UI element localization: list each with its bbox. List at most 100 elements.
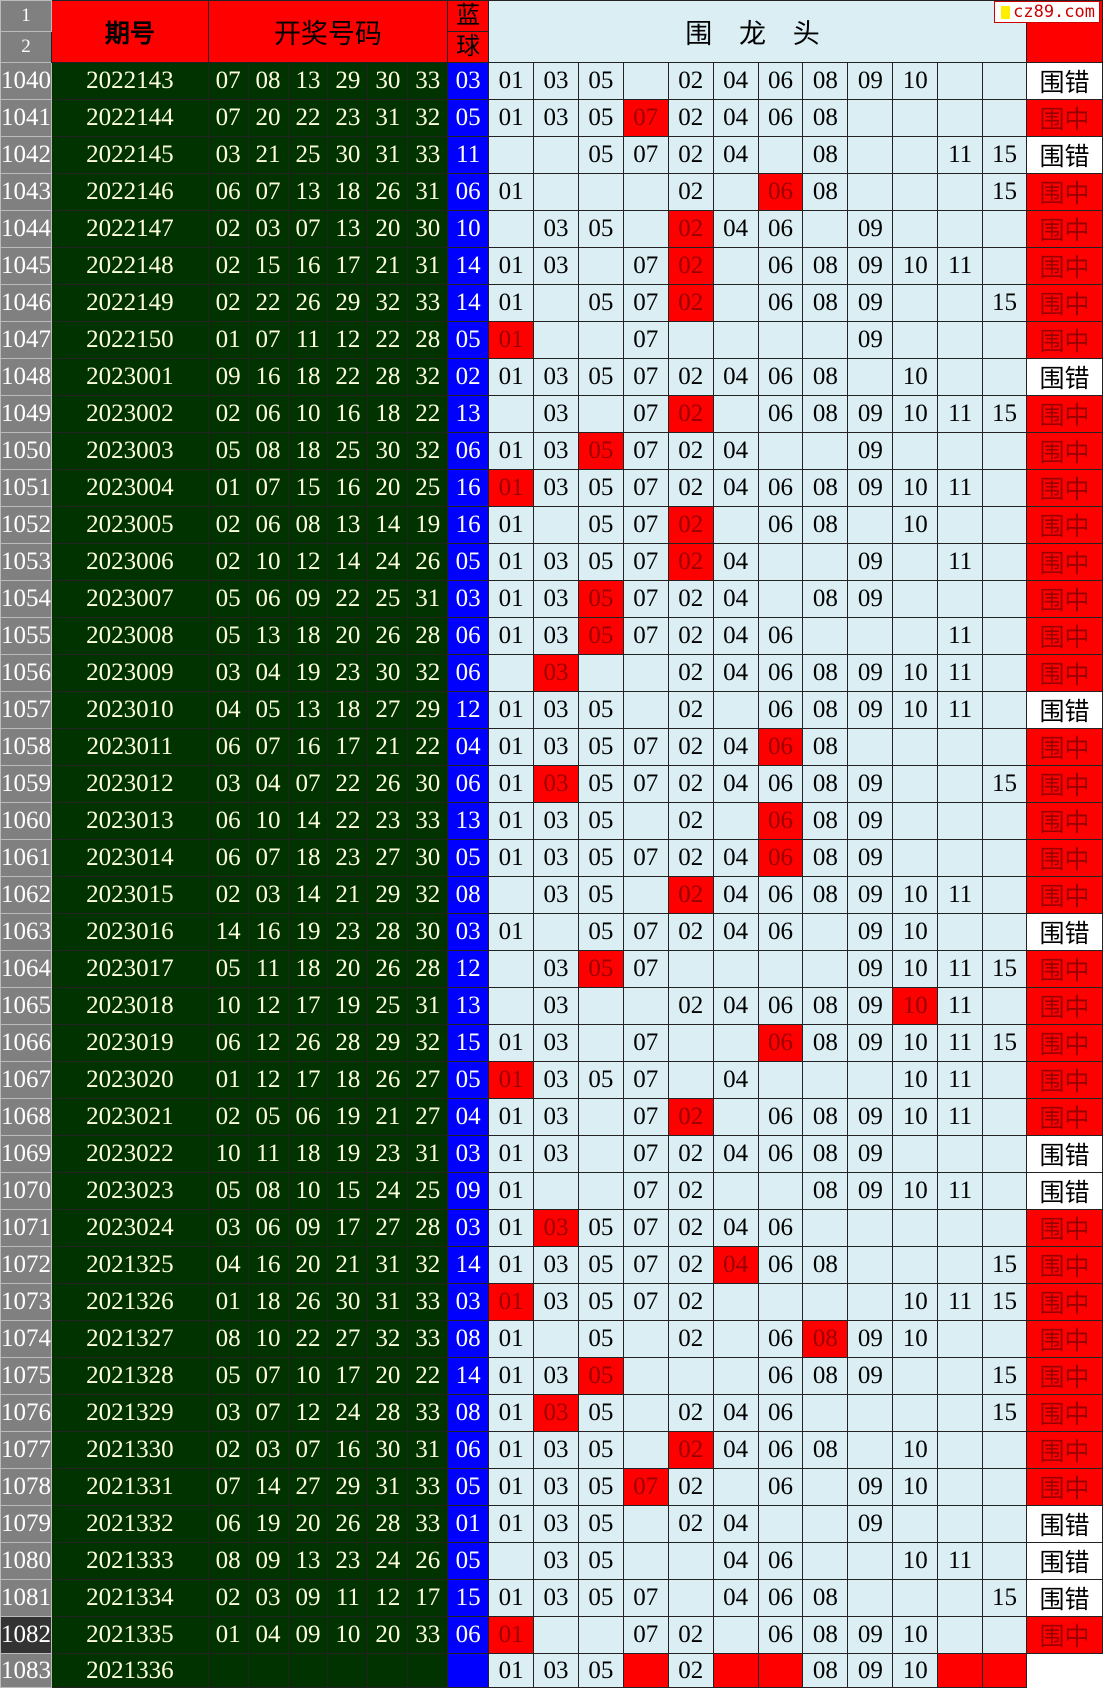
wei-cell[interactable]: 02 xyxy=(667,1616,714,1654)
red-ball-cell[interactable]: 22 xyxy=(407,1357,449,1395)
wei-cell[interactable]: 02 xyxy=(667,1468,714,1506)
red-ball-cell[interactable]: 14 xyxy=(327,543,369,581)
wei-cell[interactable]: 02 xyxy=(667,62,714,100)
red-ball-cell[interactable]: 10 xyxy=(207,1135,249,1173)
wei-cell[interactable] xyxy=(937,913,984,951)
wei-cell[interactable]: 09 xyxy=(847,691,894,729)
red-ball-cell[interactable]: 16 xyxy=(247,358,289,396)
hit-cell[interactable]: 03 xyxy=(533,1394,579,1432)
red-ball-cell[interactable]: 33 xyxy=(407,802,449,840)
wei-cell[interactable]: 02 xyxy=(667,728,714,766)
red-ball-cell[interactable]: 31 xyxy=(367,1246,409,1284)
wei-cell[interactable]: 09 xyxy=(847,395,894,433)
red-ball-cell[interactable]: 17 xyxy=(287,1061,329,1099)
hit-cell[interactable]: 02 xyxy=(667,1098,714,1136)
red-ball-cell[interactable]: 33 xyxy=(407,284,449,322)
wei-cell[interactable] xyxy=(622,802,669,840)
wei-cell[interactable]: 07 xyxy=(622,1246,669,1284)
wei-cell[interactable] xyxy=(892,1394,939,1432)
blue-ball-cell[interactable]: 14 xyxy=(447,284,490,322)
wei-cell[interactable]: 10 xyxy=(892,1542,939,1580)
wei-cell[interactable] xyxy=(937,1209,984,1247)
wei-cell[interactable] xyxy=(982,1468,1027,1506)
wei-cell[interactable]: 05 xyxy=(577,1394,624,1432)
wei-cell[interactable]: 03 xyxy=(533,802,579,840)
red-ball-cell[interactable]: 03 xyxy=(247,210,289,248)
wei-cell[interactable] xyxy=(712,321,759,359)
red-ball-cell[interactable]: 08 xyxy=(287,506,329,544)
wei-cell[interactable] xyxy=(802,1209,849,1247)
red-ball-cell[interactable]: 22 xyxy=(407,728,449,766)
wei-cell[interactable]: 04 xyxy=(712,876,759,914)
red-ball-cell[interactable]: 29 xyxy=(367,1024,409,1062)
red-ball-cell[interactable]: 05 xyxy=(207,432,249,470)
wei-cell[interactable] xyxy=(892,284,939,322)
wei-cell[interactable]: 04 xyxy=(712,580,759,618)
wei-cell[interactable]: 03 xyxy=(533,62,579,100)
row-number[interactable]: 1072 xyxy=(0,1246,52,1284)
red-ball-cell[interactable]: 11 xyxy=(247,950,289,988)
period-cell[interactable]: 2021327 xyxy=(51,1320,209,1358)
red-ball-cell[interactable]: 02 xyxy=(207,543,249,581)
wei-cell[interactable]: 09 xyxy=(847,839,894,877)
result-cell[interactable]: 围中 xyxy=(1025,876,1103,914)
wei-cell[interactable]: 10 xyxy=(892,1061,939,1099)
blue-ball-cell[interactable]: 14 xyxy=(447,1357,490,1395)
red-ball-cell[interactable]: 08 xyxy=(247,432,289,470)
hit-cell[interactable]: 05 xyxy=(577,1357,624,1395)
row-number[interactable]: 1057 xyxy=(0,691,52,729)
red-ball-cell[interactable]: 02 xyxy=(207,1431,249,1469)
wei-cell[interactable] xyxy=(937,210,984,248)
red-ball-cell[interactable]: 11 xyxy=(247,1135,289,1173)
result-cell[interactable]: 围中 xyxy=(1025,99,1103,137)
result-cell[interactable]: 围中 xyxy=(1025,1431,1103,1469)
red-ball-cell[interactable]: 06 xyxy=(207,802,249,840)
wei-cell[interactable]: 08 xyxy=(802,506,849,544)
row-number[interactable]: 1075 xyxy=(0,1357,52,1395)
wei-cell[interactable]: 05 xyxy=(577,506,624,544)
red-ball-cell[interactable]: 06 xyxy=(207,173,249,211)
red-ball-cell[interactable]: 26 xyxy=(287,284,329,322)
red-ball-cell[interactable]: 32 xyxy=(367,284,409,322)
red-ball-cell[interactable]: 21 xyxy=(327,876,369,914)
wei-cell[interactable]: 01 xyxy=(488,1135,535,1173)
red-ball-cell[interactable]: 32 xyxy=(407,654,449,692)
red-ball-cell[interactable]: 33 xyxy=(407,136,449,174)
wei-cell[interactable]: 03 xyxy=(533,395,579,433)
wei-cell[interactable] xyxy=(937,358,984,396)
result-cell[interactable]: 围错 xyxy=(1025,1135,1103,1173)
wei-cell[interactable]: 09 xyxy=(847,1024,894,1062)
wei-cell[interactable]: 03 xyxy=(533,950,579,988)
red-ball-cell[interactable]: 33 xyxy=(407,62,449,100)
red-ball-cell[interactable]: 33 xyxy=(407,1394,449,1432)
wei-cell[interactable]: 09 xyxy=(847,654,894,692)
blue-ball-cell[interactable]: 11 xyxy=(447,136,490,174)
blue-ball-cell[interactable]: 16 xyxy=(447,506,490,544)
red-ball-cell[interactable]: 25 xyxy=(367,580,409,618)
red-ball-cell[interactable]: 04 xyxy=(207,1246,249,1284)
red-ball-cell[interactable]: 12 xyxy=(247,987,289,1025)
wei-cell[interactable] xyxy=(622,210,669,248)
wei-cell[interactable] xyxy=(982,876,1027,914)
wei-cell[interactable]: 09 xyxy=(847,62,894,100)
wei-cell[interactable]: 15 xyxy=(982,950,1027,988)
red-ball-cell[interactable]: 21 xyxy=(327,1246,369,1284)
wei-cell[interactable]: 11 xyxy=(937,247,984,285)
row-number[interactable]: 1051 xyxy=(0,469,52,507)
row-number[interactable]: 1048 xyxy=(0,358,52,396)
red-ball-cell[interactable]: 07 xyxy=(247,173,289,211)
wei-cell[interactable]: 01 xyxy=(488,1394,535,1432)
wei-cell[interactable]: 05 xyxy=(577,1209,624,1247)
wei-cell[interactable]: 10 xyxy=(892,62,939,100)
red-ball-cell[interactable]: 14 xyxy=(367,506,409,544)
wei-cell[interactable] xyxy=(982,506,1027,544)
wei-cell[interactable]: 10 xyxy=(892,247,939,285)
hit-cell[interactable]: 05 xyxy=(577,950,624,988)
wei-cell[interactable] xyxy=(577,1172,624,1210)
red-ball-cell[interactable]: 03 xyxy=(247,1579,289,1617)
wei-cell[interactable]: 01 xyxy=(488,913,535,951)
period-cell[interactable]: 2023023 xyxy=(51,1172,209,1210)
wei-cell[interactable]: 09 xyxy=(847,1505,894,1543)
wei-cell[interactable]: 03 xyxy=(533,1653,579,1688)
blue-ball-cell[interactable]: 04 xyxy=(447,1098,490,1136)
